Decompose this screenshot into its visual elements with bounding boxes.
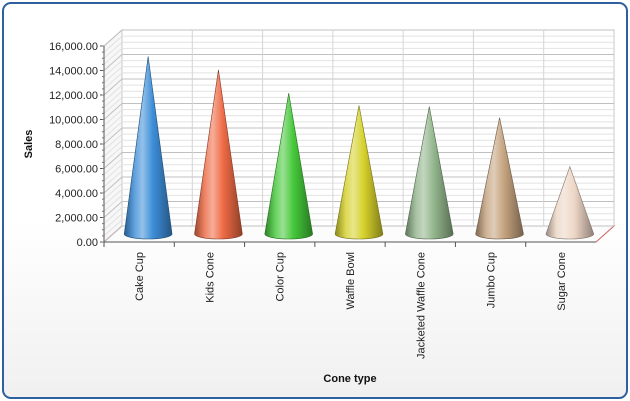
y-tick-label: 8,000.00	[55, 139, 98, 151]
cone-kids-cone	[194, 69, 243, 240]
cone-body	[405, 106, 454, 240]
gridline-side	[103, 207, 123, 224]
gridline-side	[103, 139, 123, 157]
cone-series	[123, 56, 595, 240]
cone-body	[264, 93, 313, 240]
gridline-side	[103, 48, 123, 65]
gridline-side	[103, 54, 123, 71]
gridline-side	[103, 41, 123, 59]
cone-body	[194, 69, 243, 240]
x-tick-label: Cake Cup	[134, 252, 146, 301]
gridline-side	[103, 90, 123, 108]
y-tick-label: 0.00	[77, 237, 98, 249]
x-tick-label: Color Cup	[275, 252, 287, 302]
gridline-side	[103, 66, 123, 84]
gridline-side	[103, 133, 123, 151]
gridline-side	[103, 60, 123, 77]
y-axis: 0.00 2,000.00 4,000.00 6,000.00 8,000.00 10,0…	[49, 41, 105, 249]
x-tick-label: Sugar Cone	[556, 252, 568, 311]
gridline-side	[103, 158, 123, 175]
y-tick-label: 2,000.00	[55, 213, 98, 225]
y-tick-label: 16,000.00	[49, 41, 98, 53]
gridline-side	[103, 146, 123, 163]
gridline-side	[103, 127, 123, 145]
y-tick-label: 10,000.00	[49, 115, 98, 127]
gridline-side	[103, 121, 123, 139]
gridline-side	[103, 35, 123, 53]
gridline-side	[103, 213, 123, 231]
x-tick-label: Waffle Bowl	[345, 252, 357, 309]
gridline-side	[103, 29, 123, 47]
y-tick-label: 12,000.00	[49, 90, 98, 102]
cone-jumbo-cup	[475, 117, 524, 240]
y-tick-label: 14,000.00	[49, 66, 98, 78]
cone-jacketed-waffle-cone	[405, 106, 454, 240]
gridline-side	[103, 109, 123, 126]
gridline-side	[103, 188, 123, 206]
gridline-side	[103, 78, 123, 96]
gridline-side	[103, 103, 123, 120]
gridline-side	[103, 225, 123, 243]
y-axis-title: Sales	[23, 130, 35, 159]
gridline-side	[103, 219, 123, 237]
cone-cake-cup	[123, 56, 173, 240]
x-tick-label: Jacketed Waffle Cone	[415, 252, 427, 359]
cone-sugar-cone	[545, 165, 595, 240]
cone-body	[475, 117, 524, 240]
cone-chart: 0.00 2,000.00 4,000.00 6,000.00 8,000.00 10,0…	[23, 28, 616, 385]
cone-body	[334, 105, 384, 240]
gridline-side	[103, 182, 123, 200]
gridline-side	[103, 195, 123, 212]
x-axis: Cake Cup Kids Cone Color Cup Waffle Bowl Jac…	[103, 241, 596, 359]
gridline-side	[103, 152, 123, 169]
x-tick-label: Jumbo Cup	[486, 252, 498, 308]
gridline-side	[103, 164, 123, 182]
y-tick-label: 4,000.00	[55, 188, 98, 200]
y-tick-label: 6,000.00	[55, 164, 98, 176]
cone-waffle-bowl	[334, 105, 384, 240]
x-axis-title: Cone type	[323, 373, 376, 385]
x-tick-label: Kids Cone	[204, 252, 216, 303]
gridline-side	[103, 97, 123, 114]
gridline-side	[103, 176, 123, 194]
gridline-side	[103, 84, 123, 102]
gridline-side	[103, 72, 123, 90]
cone-color-cup	[264, 93, 313, 240]
cone-body	[545, 165, 595, 240]
gridline-side	[103, 115, 123, 133]
gridline-side	[103, 170, 123, 188]
gridline-side	[103, 201, 123, 218]
cone-body	[123, 56, 173, 240]
